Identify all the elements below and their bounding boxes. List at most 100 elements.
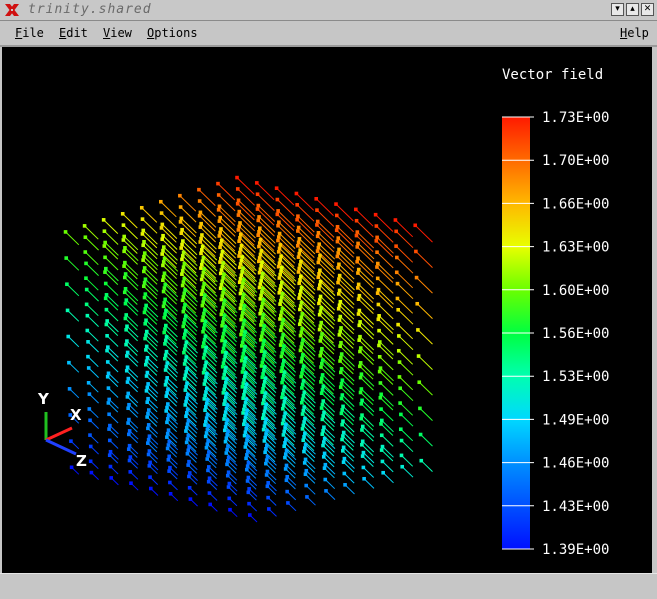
vector-glyph-head xyxy=(240,269,244,274)
vector-glyph-shaft xyxy=(162,250,178,265)
vector-glyph-head xyxy=(163,356,167,361)
vector-glyph-shaft xyxy=(338,263,355,280)
vector-glyph-head xyxy=(318,294,323,299)
vector-glyph-head xyxy=(322,436,327,441)
vector-glyph-head xyxy=(84,276,88,280)
vector-glyph-shaft xyxy=(303,365,316,379)
vector-glyph-head xyxy=(360,442,364,447)
legend-tick-label: 1.66E+00 xyxy=(542,196,609,212)
vector-glyph-shaft xyxy=(263,414,276,426)
vector-glyph-shaft xyxy=(321,433,334,446)
vector-glyph-shaft xyxy=(281,356,295,370)
vector-glyph-shaft xyxy=(296,204,315,222)
menu-help[interactable]: Help xyxy=(620,26,649,40)
menu-file[interactable]: File xyxy=(15,26,44,40)
vector-glyph-head xyxy=(320,402,325,407)
vector-glyph-shaft xyxy=(299,294,315,309)
vector-glyph-head xyxy=(240,255,245,259)
vector-glyph-head xyxy=(300,356,304,361)
close-icon[interactable]: ✕ xyxy=(641,3,654,16)
vector-glyph-head xyxy=(180,254,185,258)
vector-glyph-shaft xyxy=(203,357,216,370)
vector-glyph-head xyxy=(186,463,190,467)
vector-glyph-shaft xyxy=(262,302,277,317)
vector-glyph-head xyxy=(219,241,223,246)
vector-glyph-shaft xyxy=(376,266,394,283)
vector-glyph-head xyxy=(274,186,279,190)
vector-glyph-head xyxy=(224,391,229,396)
vector-glyph-head xyxy=(88,433,92,437)
vector-glyph-shaft xyxy=(260,265,276,281)
vector-glyph-shaft xyxy=(302,339,316,353)
vector-glyph-head xyxy=(238,291,243,296)
vector-glyph-head xyxy=(280,406,285,411)
vector-glyph-head xyxy=(223,384,227,388)
vector-glyph-shaft xyxy=(298,297,315,313)
vector-field-scene[interactable]: YXZ Vector field 1.73E+001.70E+001.66E+0… xyxy=(2,47,652,573)
vector-glyph-head xyxy=(183,403,188,407)
vector-glyph-head xyxy=(235,201,240,206)
vector-glyph-shaft xyxy=(400,428,414,442)
vector-glyph-shaft xyxy=(182,285,197,299)
axis-label: X xyxy=(70,406,82,424)
vector-glyph-head xyxy=(205,427,210,432)
vector-glyph-head xyxy=(395,255,399,260)
vector-glyph-shaft xyxy=(236,177,255,195)
vector-glyph-head xyxy=(316,231,321,235)
vector-glyph-head xyxy=(201,315,205,319)
menu-edit[interactable]: Edit xyxy=(59,26,88,40)
vector-glyph-head xyxy=(320,417,325,422)
vector-glyph-shaft xyxy=(319,314,335,329)
vector-glyph-head xyxy=(142,280,147,285)
vector-glyph-head xyxy=(202,308,207,312)
vector-glyph-head xyxy=(244,426,249,431)
vector-glyph-shaft xyxy=(163,246,178,261)
vector-glyph-head xyxy=(219,312,224,317)
vector-glyph-head xyxy=(341,434,345,438)
vector-glyph-shaft xyxy=(242,327,256,341)
vector-glyph-head xyxy=(179,231,184,235)
menu-edit-mnemonic: E xyxy=(59,26,67,40)
menu-view[interactable]: View xyxy=(103,26,132,40)
vector-glyph-shaft xyxy=(279,259,296,275)
vector-glyph-head xyxy=(245,464,250,468)
vector-glyph-head xyxy=(146,452,151,457)
vector-glyph-head xyxy=(374,239,379,243)
vector-glyph-head xyxy=(361,465,366,470)
vector-glyph-shaft xyxy=(317,235,335,253)
menu-file-mnemonic: F xyxy=(15,26,23,40)
vector-glyph-head xyxy=(247,501,251,506)
vector-glyph-shaft xyxy=(298,253,315,269)
vector-glyph-head xyxy=(296,255,301,259)
minimize-icon[interactable]: ▾ xyxy=(611,3,624,16)
vector-glyph-shaft xyxy=(322,385,336,398)
vector-glyph-head xyxy=(220,323,224,328)
vector-glyph-head xyxy=(182,291,186,296)
vector-glyph-head xyxy=(282,344,286,348)
vector-glyph-head xyxy=(197,214,202,218)
vector-glyph-head xyxy=(398,386,402,391)
vector-glyph-head xyxy=(226,429,230,434)
vector-glyph-head xyxy=(260,316,265,320)
vector-glyph-shaft xyxy=(244,346,258,359)
vector-glyph-shaft xyxy=(219,246,236,263)
vector-glyph-shaft xyxy=(86,289,99,302)
vector-glyph-head xyxy=(413,223,418,228)
vector-glyph-head xyxy=(279,325,284,329)
vector-glyph-shaft xyxy=(279,303,295,319)
vector-glyph-shaft xyxy=(184,378,197,391)
vector-glyph-shaft xyxy=(165,354,178,367)
vector-glyph-head xyxy=(337,303,342,308)
vector-glyph-head xyxy=(198,225,203,229)
legend-tick-label: 1.53E+00 xyxy=(542,369,609,385)
vector-glyph-shaft xyxy=(184,289,198,303)
maximize-icon[interactable]: ▴ xyxy=(626,3,639,16)
vector-glyph-shaft xyxy=(339,290,355,305)
vector-glyph-shaft xyxy=(224,355,237,368)
vector-glyph-head xyxy=(205,371,209,376)
vector-glyph-head xyxy=(68,413,73,417)
vector-glyph-head xyxy=(240,370,245,374)
menu-options[interactable]: Options xyxy=(147,26,198,40)
vector-glyph-shaft xyxy=(341,398,354,411)
